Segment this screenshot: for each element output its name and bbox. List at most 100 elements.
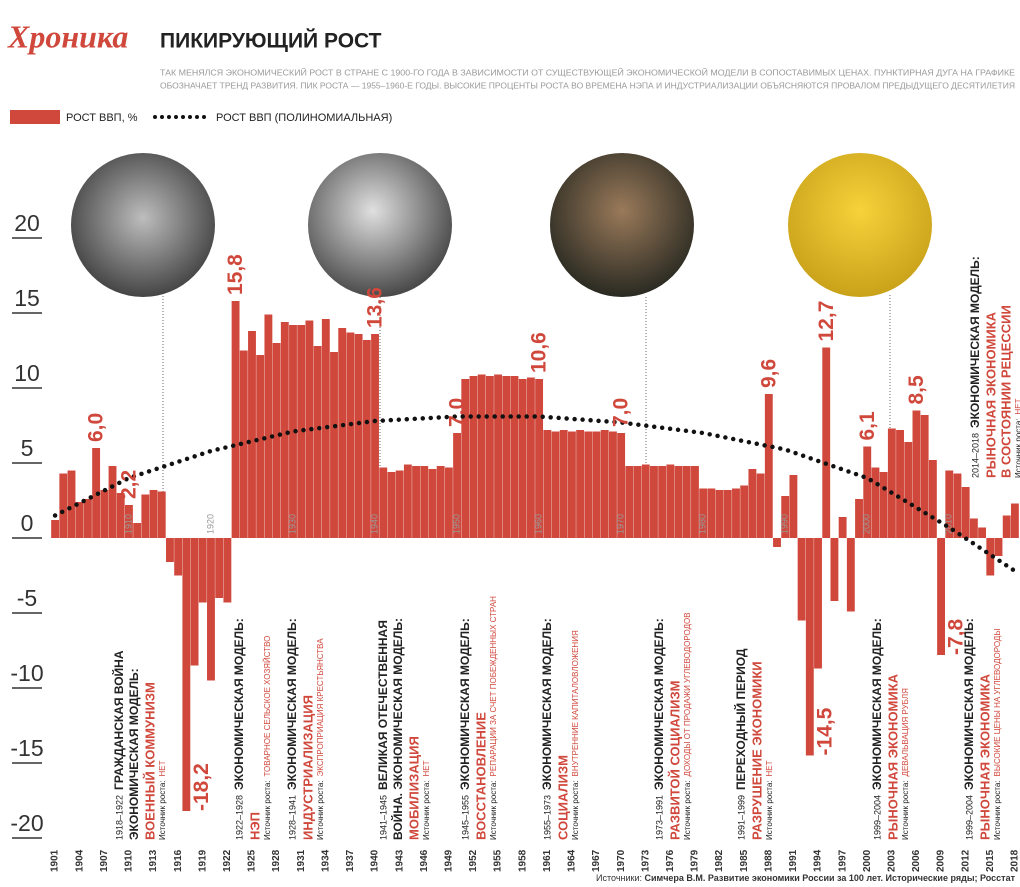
era-source-label: Источник роста: [571, 780, 580, 840]
era-heading: ЭКОНОМИЧЕСКАЯ МОДЕЛЬ: [127, 668, 141, 840]
x-tick-label: 1907 [99, 849, 110, 872]
value-label: 7,0 [610, 398, 633, 427]
era-source-label: Источник роста: [263, 780, 272, 840]
era-period: 1945–1955 [460, 795, 470, 840]
bar [248, 331, 256, 538]
bar [740, 486, 748, 539]
era-source-label: Источник роста: [1014, 418, 1020, 478]
bar [191, 538, 199, 666]
bar [576, 430, 584, 538]
era-source: НЕТ [422, 760, 431, 776]
bar [100, 490, 108, 538]
photo [308, 153, 452, 297]
bar [420, 466, 428, 538]
era-period: 1918–1922 [114, 795, 124, 840]
era-source: ЭКСПРОПРИАЦИЯ КРЕСТЬЯНСТВА [316, 638, 325, 777]
era-period: 1922–1928 [234, 795, 244, 840]
value-label: 9,6 [757, 359, 780, 388]
bar [724, 490, 732, 538]
era-period: 1999–2004 [872, 795, 882, 840]
bar [789, 475, 797, 538]
x-tick-label: 1925 [247, 849, 258, 872]
bar [314, 346, 322, 538]
era-heading: ВОЙНА. ЭКОНОМИЧЕСКАЯ МОДЕЛЬ: [390, 618, 405, 840]
bar [921, 415, 929, 538]
bar [625, 466, 633, 538]
bar [896, 430, 904, 538]
x-tick-label: 2006 [911, 849, 922, 872]
era-model: МОБИЛИЗАЦИЯ [406, 736, 421, 840]
era-model: РЫНОЧНАЯ ЭКОНОМИКА [885, 673, 900, 840]
x-tick-label: 1928 [271, 849, 282, 872]
bar [232, 301, 240, 538]
logo: Хроника [7, 18, 128, 54]
era-heading: ВЕЛИКАЯ ОТЕЧЕСТВЕННАЯ [376, 620, 390, 790]
x-tick-label: 2009 [936, 849, 947, 872]
bar [675, 466, 683, 538]
y-tick-label: 20 [14, 210, 40, 236]
x-tick-label: 1934 [320, 849, 331, 872]
value-label: 6,0 [85, 413, 108, 442]
era-model: ВОЕННЫЙ КОММУНИЗМ [142, 682, 157, 840]
era-heading: ПЕРЕХОДНЫЙ ПЕРИОД [733, 648, 748, 790]
bar [174, 538, 182, 576]
era-heading: ЭКОНОМИЧЕСКАЯ МОДЕЛЬ: [285, 618, 299, 790]
era-source: ВНУТРЕННИЕ КАПИТАЛОВЛОЖЕНИЯ [571, 630, 580, 776]
bar [84, 499, 92, 538]
y-tick-label: -20 [10, 810, 43, 836]
x-tick-label: 1910 [124, 849, 135, 872]
bar [346, 333, 354, 539]
era-annotation: 1918–1922ГРАЖДАНСКАЯ ВОЙНАЭКОНОМИЧЕСКАЯ … [111, 650, 167, 840]
bar [888, 429, 896, 539]
bar [478, 375, 486, 539]
bar [929, 460, 937, 538]
decade-label: 1970 [616, 514, 626, 534]
bar [707, 489, 715, 539]
decade-label: 1950 [451, 514, 461, 534]
x-tick-label: 1997 [837, 849, 848, 872]
x-tick-label: 1991 [788, 849, 799, 872]
bar [494, 375, 502, 539]
value-label: 12,7 [815, 301, 838, 342]
bar [223, 538, 231, 603]
bar [486, 376, 494, 538]
era-model: ИНДУСТРИАЛИЗАЦИЯ [300, 695, 315, 840]
bar [133, 523, 141, 538]
bar [166, 538, 174, 562]
x-tick-label: 2018 [1010, 849, 1020, 872]
era-source: ТОВАРНОЕ СЕЛЬСКОЕ ХОЗЯЙСТВО [263, 636, 272, 777]
value-label: 10,6 [528, 332, 551, 373]
era-model: РЫНОЧНАЯ ЭКОНОМИКА [977, 673, 992, 840]
era-model: В СОСТОЯНИИ РЕЦЕССИИ [998, 305, 1013, 478]
bar [76, 502, 84, 538]
bar [593, 432, 601, 539]
x-tick-label: 1946 [419, 849, 430, 872]
bar [1003, 516, 1011, 539]
x-tick-label: 1931 [296, 849, 307, 872]
era-source-label: Источник роста: [316, 780, 325, 840]
sources-text: Симчера В.М. Развитие экономики России з… [645, 873, 1016, 883]
photo [71, 153, 215, 297]
decade-label: 1910 [123, 514, 133, 534]
era-source: РЕПАРАЦИИ ЗА СЧЕТ ПОБЕЖДЕННЫХ СТРАН [489, 596, 498, 777]
value-label: 6,1 [856, 411, 879, 441]
x-tick-label: 1973 [640, 849, 651, 872]
sources-label: Источники: [596, 873, 642, 883]
era-model: РЫНОЧНАЯ ЭКОНОМИКА [983, 311, 998, 478]
era-annotation: 1999–2004ЭКОНОМИЧЕСКАЯ МОДЕЛЬ:РЫНОЧНАЯ Э… [962, 618, 1002, 840]
era-source: ВЫСОКИЕ ЦЕНЫ НА УГЛЕВОДОРОДЫ [993, 629, 1002, 777]
x-tick-label: 1955 [493, 849, 504, 872]
y-tick-label: 15 [14, 285, 40, 311]
era-source-label: Источник роста: [489, 780, 498, 840]
bar [519, 379, 527, 538]
bar [634, 466, 642, 538]
decade-label: 1990 [780, 514, 790, 534]
era-model: РАЗВИТОЙ СОЦИАЛИЗМ [667, 681, 682, 840]
value-label: 15,8 [224, 254, 247, 295]
era-source-label: Источник роста: [422, 780, 431, 840]
value-label: 7,0 [446, 398, 469, 427]
x-tick-label: 1994 [813, 849, 824, 872]
decade-label: 1930 [287, 514, 297, 534]
bar [904, 442, 912, 538]
